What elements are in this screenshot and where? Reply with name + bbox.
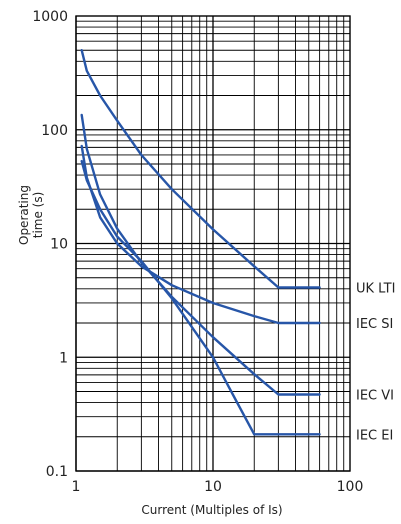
series-label-iec-ei: IEC EI bbox=[356, 428, 393, 443]
series-label-iec-si: IEC SI bbox=[356, 317, 393, 332]
y-axis-label-line-2: time (s) bbox=[31, 192, 45, 239]
plot-frame bbox=[75, 15, 351, 472]
y-axis-label-line-1: Operating bbox=[17, 185, 31, 245]
x-axis-label: Current (Multiples of Is) bbox=[141, 503, 282, 517]
x-tick-label: 10 bbox=[204, 479, 222, 495]
series-labels: UK LTI IEC SI IEC VI IEC EI bbox=[356, 282, 395, 444]
x-tick-label: 1 bbox=[72, 479, 81, 495]
y-tick-label: 100 bbox=[41, 123, 68, 139]
x-tick-label: 100 bbox=[337, 479, 364, 495]
series-line-iec-ei bbox=[80, 159, 321, 436]
series-label-uk-lti: UK LTI bbox=[356, 282, 395, 297]
series-label-iec-vi: IEC VI bbox=[356, 389, 394, 404]
series-line-uk-lti bbox=[80, 49, 321, 289]
y-tick-label: 0.1 bbox=[46, 464, 68, 480]
y-axis-label: Operating time (s) bbox=[17, 185, 45, 245]
y-tick-label: 10 bbox=[50, 237, 68, 253]
plot-border bbox=[75, 15, 351, 472]
y-tick-label: 1000 bbox=[32, 9, 68, 25]
series-lines bbox=[80, 49, 321, 436]
y-tick-label: 1 bbox=[59, 350, 68, 366]
